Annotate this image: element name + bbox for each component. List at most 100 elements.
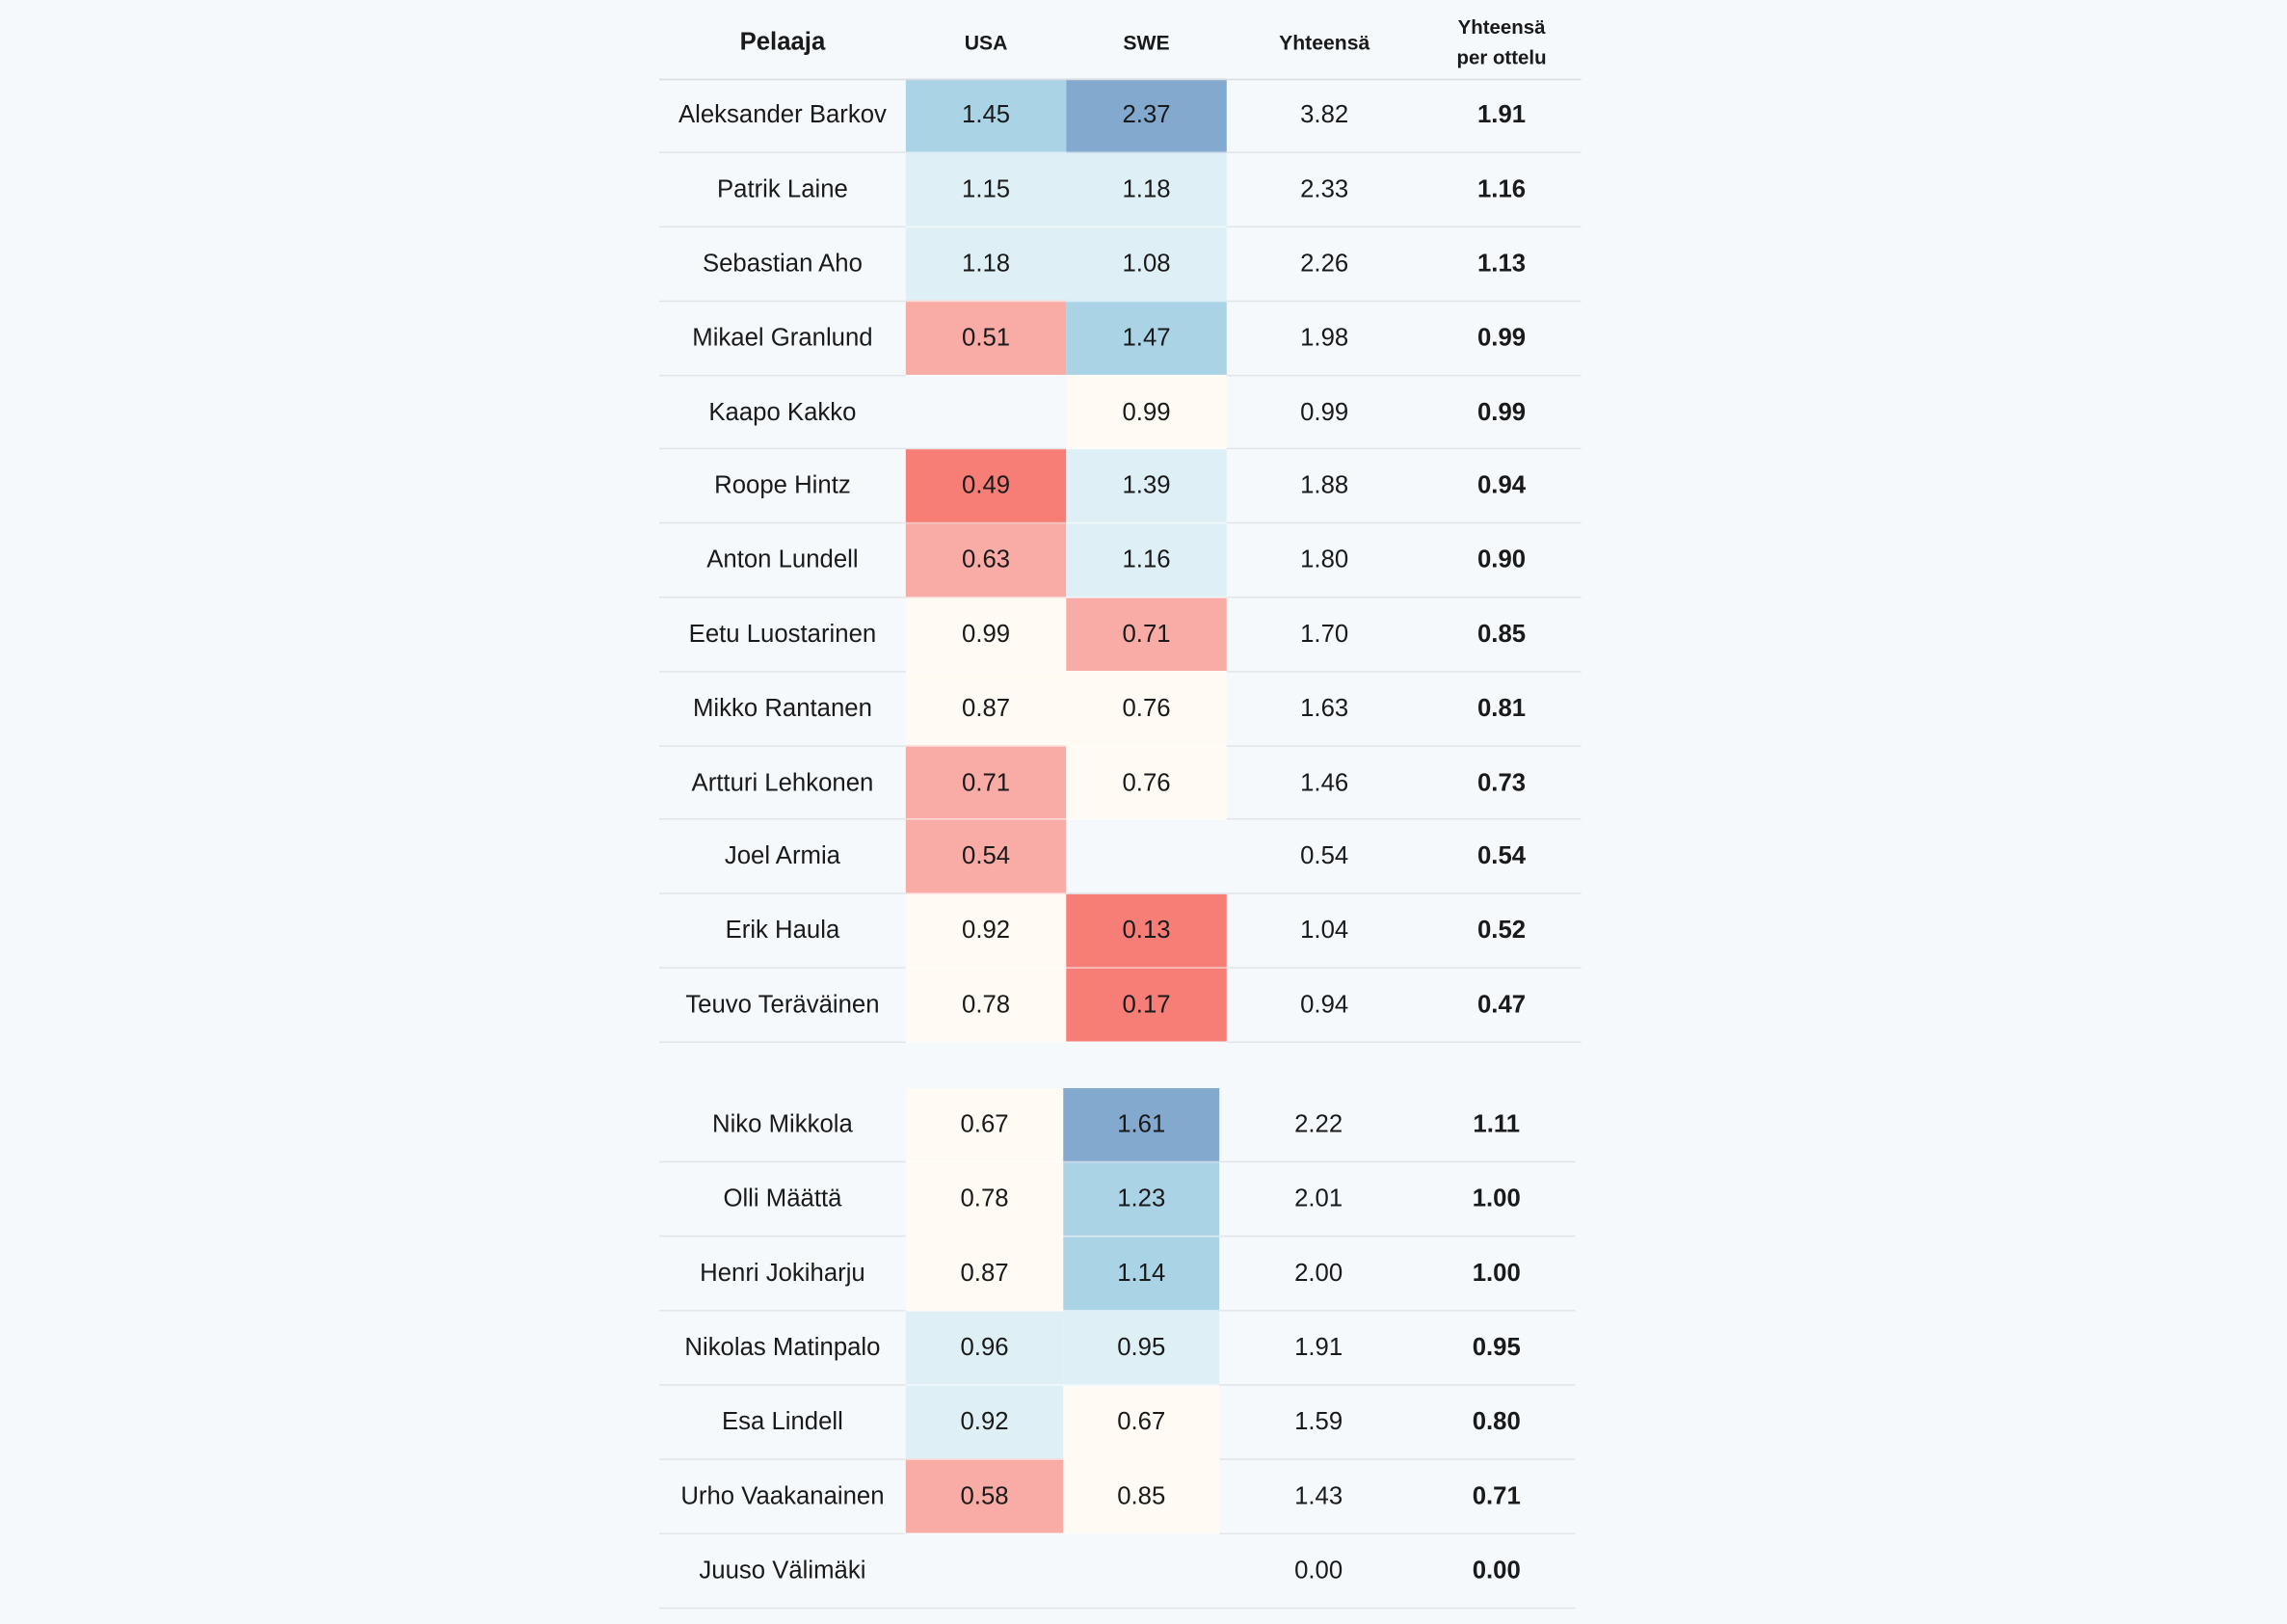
per-game-value-cell: 0.54 [1422, 819, 1582, 895]
per-game-value-cell: 0.52 [1422, 893, 1582, 969]
usa-value-cell: 0.71 [905, 745, 1067, 821]
usa-value-cell: 0.92 [905, 893, 1067, 969]
per-game-value-cell: 0.85 [1422, 597, 1582, 673]
per-game-value-cell: 0.99 [1422, 301, 1582, 376]
header-player: Pelaaja [659, 7, 906, 80]
total-value-cell: 3.82 [1226, 78, 1423, 154]
table-row: Olli Määttä 0.78 1.23 2.01 1.00 [659, 1162, 1576, 1238]
table-row: Henri Jokiharju 0.87 1.14 2.00 1.00 [659, 1237, 1576, 1312]
total-value-cell: 2.00 [1219, 1237, 1419, 1312]
usa-value-cell: 0.58 [905, 1459, 1064, 1534]
usa-value-cell [905, 375, 1067, 450]
total-value-cell: 0.94 [1226, 968, 1423, 1043]
player-name-cell: Nikolas Matinpalo [659, 1311, 906, 1386]
table-row: Patrik Laine 1.15 1.18 2.33 1.16 [659, 152, 1582, 228]
table-row: Sebastian Aho 1.18 1.08 2.26 1.13 [659, 226, 1582, 303]
table-row: Esa Lindell 0.92 0.67 1.59 0.80 [659, 1385, 1576, 1460]
total-value-cell: 2.01 [1219, 1162, 1419, 1238]
header-usa: USA [905, 7, 1067, 80]
player-name-cell: Niko Mikkola [659, 1087, 906, 1163]
usa-value-cell: 0.78 [905, 968, 1067, 1043]
total-value-cell: 2.33 [1226, 152, 1423, 228]
table-row: Juuso Välimäki 0.00 0.00 [659, 1533, 1576, 1609]
defense-table: Niko Mikkola 0.67 1.61 2.22 1.11 Olli Määttä 0… [659, 1087, 1576, 1609]
player-name-cell: Juuso Välimäki [659, 1533, 906, 1609]
usa-value-cell: 0.78 [905, 1162, 1064, 1238]
total-value-cell: 1.46 [1226, 745, 1423, 821]
per-game-value-cell: 0.95 [1418, 1311, 1576, 1386]
total-value-cell: 1.59 [1219, 1385, 1419, 1460]
player-name-cell: Erik Haula [659, 893, 906, 969]
swe-value-cell: 0.13 [1066, 893, 1227, 969]
table-row: Eetu Luostarinen 0.99 0.71 1.70 0.85 [659, 597, 1582, 673]
player-name-cell: Henri Jokiharju [659, 1237, 906, 1312]
total-value-cell: 1.43 [1219, 1459, 1419, 1534]
defense-body: Niko Mikkola 0.67 1.61 2.22 1.11 Olli Määttä 0… [659, 1087, 1576, 1609]
swe-value-cell: 1.16 [1066, 522, 1227, 599]
usa-value-cell: 0.54 [905, 819, 1067, 895]
swe-value-cell: 0.76 [1066, 671, 1227, 747]
forwards-body: Aleksander Barkov 1.45 2.37 3.82 1.91 Patrik … [659, 78, 1582, 1043]
per-game-value-cell: 0.80 [1418, 1385, 1576, 1460]
player-name-cell: Mikko Rantanen [659, 671, 906, 747]
per-game-value-cell: 0.71 [1418, 1459, 1576, 1534]
forwards-table: Pelaaja USA SWE Yhteensä Yhteensä per ot… [659, 7, 1582, 1043]
per-game-value-cell: 1.00 [1418, 1162, 1576, 1238]
table-row: Artturi Lehkonen 0.71 0.76 1.46 0.73 [659, 745, 1582, 821]
swe-value-cell: 2.37 [1066, 78, 1227, 154]
player-name-cell: Urho Vaakanainen [659, 1459, 906, 1534]
player-name-cell: Esa Lindell [659, 1385, 906, 1460]
swe-value-cell: 0.67 [1063, 1385, 1220, 1460]
swe-value-cell: 1.18 [1066, 152, 1227, 228]
player-name-cell: Aleksander Barkov [659, 78, 906, 154]
swe-value-cell: 1.23 [1063, 1162, 1220, 1238]
usa-value-cell: 0.99 [905, 597, 1067, 673]
usa-value-cell: 1.18 [905, 226, 1067, 303]
swe-value-cell [1063, 1533, 1220, 1609]
usa-value-cell: 0.63 [905, 522, 1067, 599]
table-row: Niko Mikkola 0.67 1.61 2.22 1.11 [659, 1087, 1576, 1163]
table-row: Aleksander Barkov 1.45 2.37 3.82 1.91 [659, 78, 1582, 154]
swe-value-cell [1066, 819, 1227, 895]
swe-value-cell: 0.17 [1066, 968, 1227, 1043]
table-row: Erik Haula 0.92 0.13 1.04 0.52 [659, 893, 1582, 969]
per-game-value-cell: 0.90 [1422, 522, 1582, 599]
per-game-value-cell: 1.91 [1422, 78, 1582, 154]
total-value-cell: 2.26 [1226, 226, 1423, 303]
player-name-cell: Eetu Luostarinen [659, 597, 906, 673]
usa-value-cell: 0.87 [905, 1237, 1064, 1312]
player-name-cell: Mikael Granlund [659, 301, 906, 376]
player-name-cell: Roope Hintz [659, 449, 906, 524]
swe-value-cell: 1.61 [1063, 1087, 1220, 1163]
total-value-cell: 1.80 [1226, 522, 1423, 599]
per-game-value-cell: 0.81 [1422, 671, 1582, 747]
usa-value-cell: 1.15 [905, 152, 1067, 228]
table-row: Teuvo Teräväinen 0.78 0.17 0.94 0.47 [659, 968, 1582, 1043]
header-per-game: Yhteensä per ottelu [1422, 7, 1582, 80]
total-value-cell: 1.98 [1226, 301, 1423, 376]
per-game-value-cell: 0.47 [1422, 968, 1582, 1043]
per-game-value-cell: 1.13 [1422, 226, 1582, 303]
per-game-value-cell: 0.94 [1422, 449, 1582, 524]
total-value-cell: 1.88 [1226, 449, 1423, 524]
usa-value-cell: 0.87 [905, 671, 1067, 747]
per-game-value-cell: 0.00 [1418, 1533, 1576, 1609]
table-row: Mikael Granlund 0.51 1.47 1.98 0.99 [659, 301, 1582, 376]
table-row: Joel Armia 0.54 0.54 0.54 [659, 819, 1582, 895]
swe-value-cell: 0.99 [1066, 375, 1227, 450]
player-name-cell: Joel Armia [659, 819, 906, 895]
swe-value-cell: 0.95 [1063, 1311, 1220, 1386]
usa-value-cell: 0.96 [905, 1311, 1064, 1386]
total-value-cell: 2.22 [1219, 1087, 1419, 1163]
per-game-value-cell: 0.99 [1422, 375, 1582, 450]
player-name-cell: Patrik Laine [659, 152, 906, 228]
player-name-cell: Anton Lundell [659, 522, 906, 599]
swe-value-cell: 1.08 [1066, 226, 1227, 303]
table-row: Kaapo Kakko 0.99 0.99 0.99 [659, 375, 1582, 450]
swe-value-cell: 1.39 [1066, 449, 1227, 524]
header-row: Pelaaja USA SWE Yhteensä Yhteensä per ot… [659, 7, 1582, 80]
total-value-cell: 1.91 [1219, 1311, 1419, 1386]
swe-value-cell: 0.85 [1063, 1459, 1220, 1534]
per-game-value-cell: 1.16 [1422, 152, 1582, 228]
